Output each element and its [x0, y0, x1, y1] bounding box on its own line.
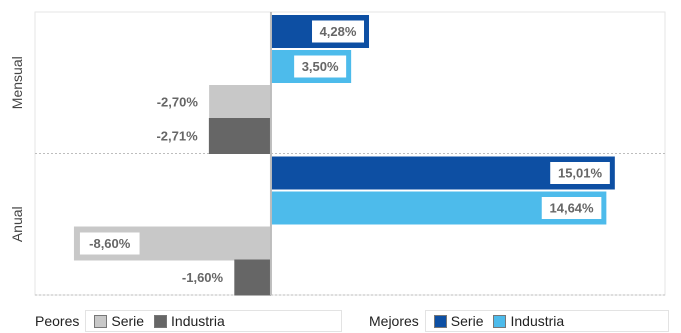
data-label-mensual-2: -2,70% — [157, 95, 199, 110]
data-label-anual-2: -8,60% — [89, 236, 131, 251]
legend-item-mejores-industria[interactable]: Industria — [493, 313, 564, 329]
legend-peores: Peores Serie Industria — [35, 309, 343, 333]
data-label-anual-0: 15,01% — [558, 166, 603, 181]
legend-peores-box: Serie Industria — [85, 310, 343, 332]
data-label-anual-1: 14,64% — [550, 201, 595, 216]
legend-label-peores-industria: Industria — [171, 313, 225, 329]
legend-swatch-peores-industria — [154, 314, 168, 328]
data-label-bg — [147, 125, 207, 147]
data-label-mensual-0: 4,28% — [320, 24, 357, 39]
data-label-bg — [79, 232, 140, 255]
bar-mensual-peores-serie — [209, 85, 271, 119]
data-label-bg — [172, 266, 233, 289]
bar-anual-peores-industria — [234, 259, 271, 296]
legend-mejores-box: Serie Industria — [424, 310, 669, 332]
data-label-bg — [550, 162, 610, 184]
legend-label-mejores-industria: Industria — [510, 313, 565, 329]
data-label-mensual-1: 3,50% — [302, 59, 339, 74]
legend-mejores: Mejores Serie Industria — [369, 309, 669, 333]
data-label-bg — [541, 197, 602, 219]
data-label-bg — [147, 91, 208, 113]
legend-item-mejores-serie[interactable]: Serie — [433, 313, 484, 329]
legend-mejores-title: Mejores — [369, 313, 419, 329]
legend-item-peores-industria[interactable]: Industria — [154, 313, 225, 329]
data-label-bg — [312, 20, 365, 43]
data-label-bg — [294, 55, 347, 78]
legend-swatch-mejores-industria — [493, 314, 507, 328]
data-label-anual-3: -1,60% — [182, 270, 224, 285]
legend-label-peores-serie: Serie — [111, 313, 145, 329]
legend-peores-title: Peores — [35, 313, 80, 329]
bar-mensual-peores-industria — [208, 118, 271, 154]
legend-label-mejores-serie: Serie — [450, 313, 484, 329]
category-label-anual: Anual — [9, 206, 25, 242]
data-label-mensual-3: -2,71% — [156, 129, 198, 144]
legend-swatch-peores-serie — [94, 314, 108, 328]
category-label-mensual: Mensual — [9, 56, 25, 109]
legend-swatch-mejores-serie — [433, 314, 447, 328]
legend-item-peores-serie[interactable]: Serie — [94, 313, 144, 329]
